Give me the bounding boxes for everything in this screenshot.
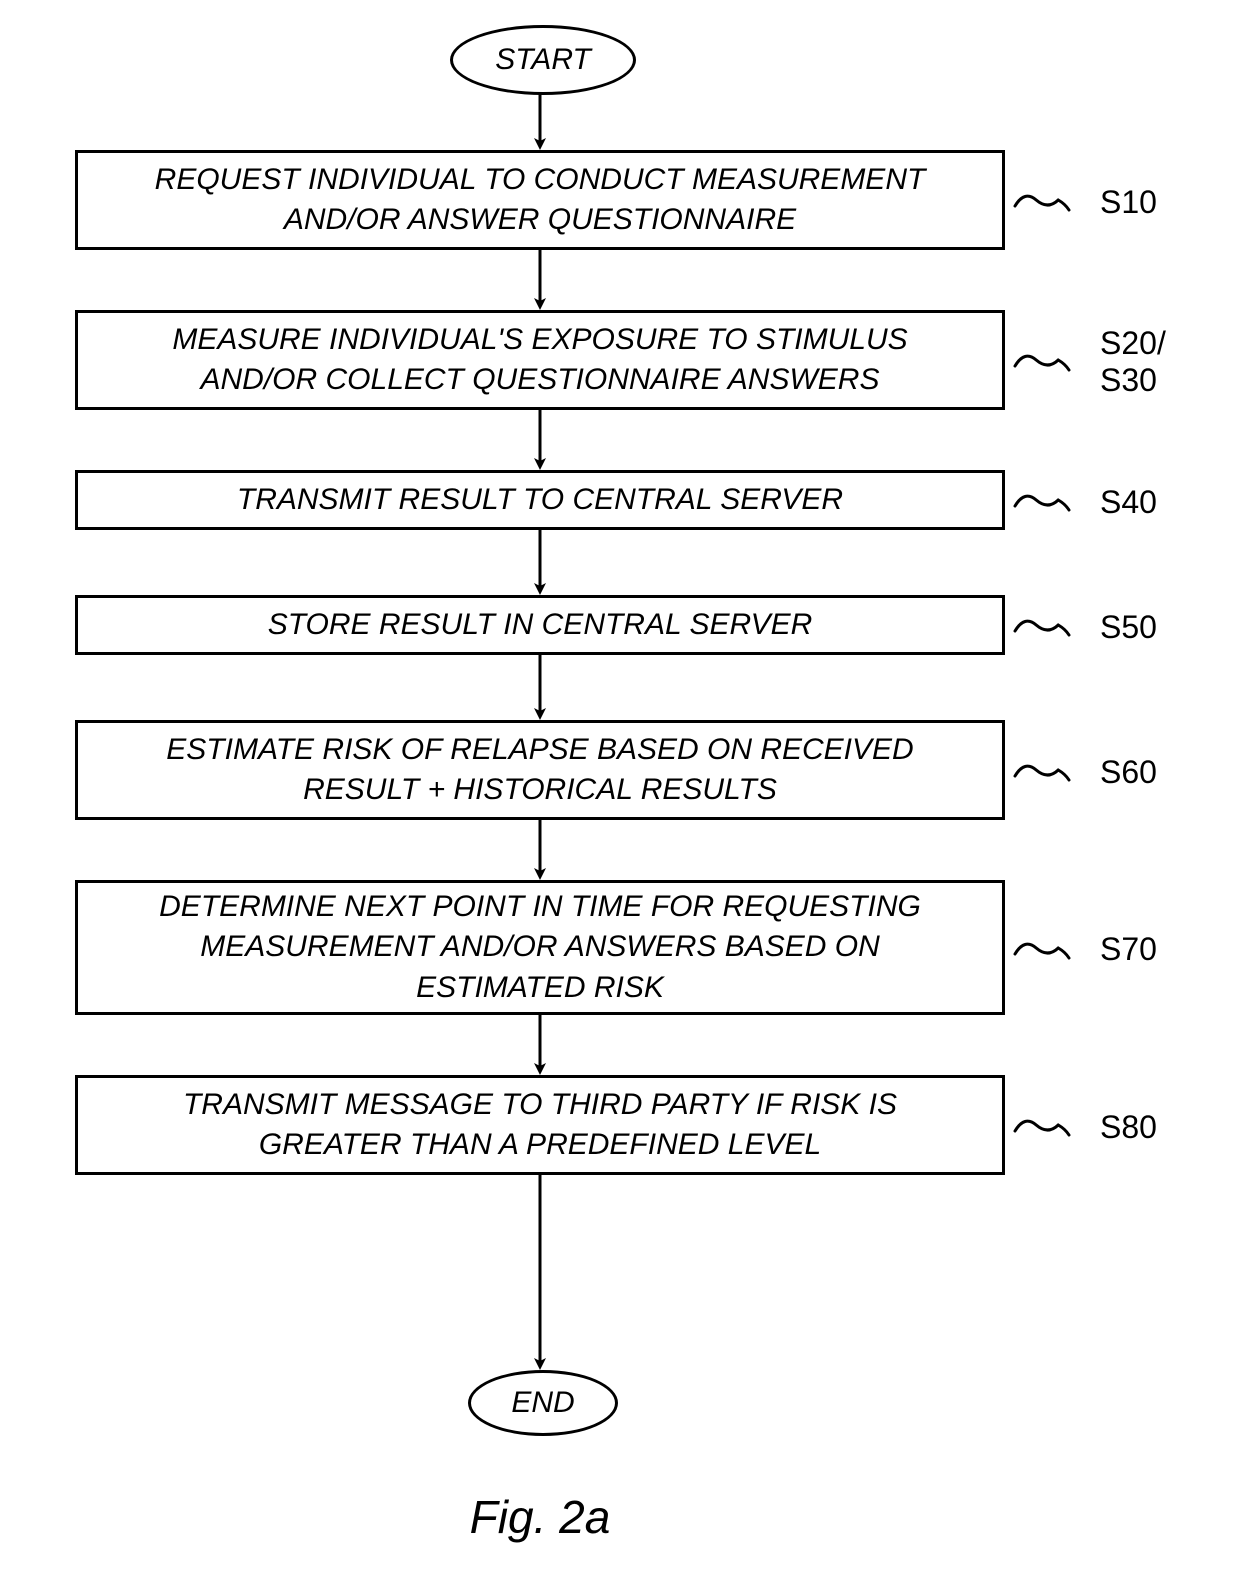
step-box-s80: TRANSMIT MESSAGE TO THIRD PARTY IF RISK … — [75, 1075, 1005, 1175]
step-box-s50: STORE RESULT IN CENTRAL SERVER — [75, 595, 1005, 655]
step-text: MEASURE INDIVIDUAL'S EXPOSURE TO STIMULU… — [172, 320, 907, 401]
step-text: TRANSMIT MESSAGE TO THIRD PARTY IF RISK … — [183, 1085, 897, 1166]
step-text: ESTIMATE RISK OF RELAPSE BASED ON RECEIV… — [166, 730, 913, 811]
step-label-s50: S50 — [1100, 609, 1157, 646]
squiggle-connector — [1013, 758, 1071, 787]
squiggle-connector — [1013, 936, 1071, 965]
step-label-s40: S40 — [1100, 484, 1157, 521]
step-label-s60: S60 — [1100, 754, 1157, 791]
squiggle-connector — [1013, 1113, 1071, 1142]
step-label-s20-30: S20/ S30 — [1100, 325, 1166, 399]
step-text: TRANSMIT RESULT TO CENTRAL SERVER — [237, 480, 843, 521]
step-label-s80: S80 — [1100, 1109, 1157, 1146]
squiggle-connector — [1013, 488, 1071, 517]
terminator-end: END — [468, 1370, 618, 1436]
step-box-s60: ESTIMATE RISK OF RELAPSE BASED ON RECEIV… — [75, 720, 1005, 820]
squiggle-connector — [1013, 613, 1071, 642]
step-text: REQUEST INDIVIDUAL TO CONDUCT MEASUREMEN… — [155, 160, 926, 241]
squiggle-connector — [1013, 348, 1071, 377]
flowchart-canvas: START END REQUEST INDIVIDUAL TO CONDUCT … — [0, 0, 1240, 1585]
step-box-s10: REQUEST INDIVIDUAL TO CONDUCT MEASUREMEN… — [75, 150, 1005, 250]
step-text: DETERMINE NEXT POINT IN TIME FOR REQUEST… — [159, 887, 921, 1009]
squiggle-connector — [1013, 188, 1071, 217]
step-box-s40: TRANSMIT RESULT TO CENTRAL SERVER — [75, 470, 1005, 530]
terminator-end-text: END — [511, 1386, 574, 1420]
step-box-s20-30: MEASURE INDIVIDUAL'S EXPOSURE TO STIMULU… — [75, 310, 1005, 410]
step-box-s70: DETERMINE NEXT POINT IN TIME FOR REQUEST… — [75, 880, 1005, 1015]
step-text: STORE RESULT IN CENTRAL SERVER — [268, 605, 813, 646]
terminator-start-text: START — [495, 43, 591, 77]
step-label-s70: S70 — [1100, 931, 1157, 968]
figure-caption: Fig. 2a — [0, 1490, 1080, 1544]
step-label-s10: S10 — [1100, 184, 1157, 221]
terminator-start: START — [450, 25, 636, 95]
